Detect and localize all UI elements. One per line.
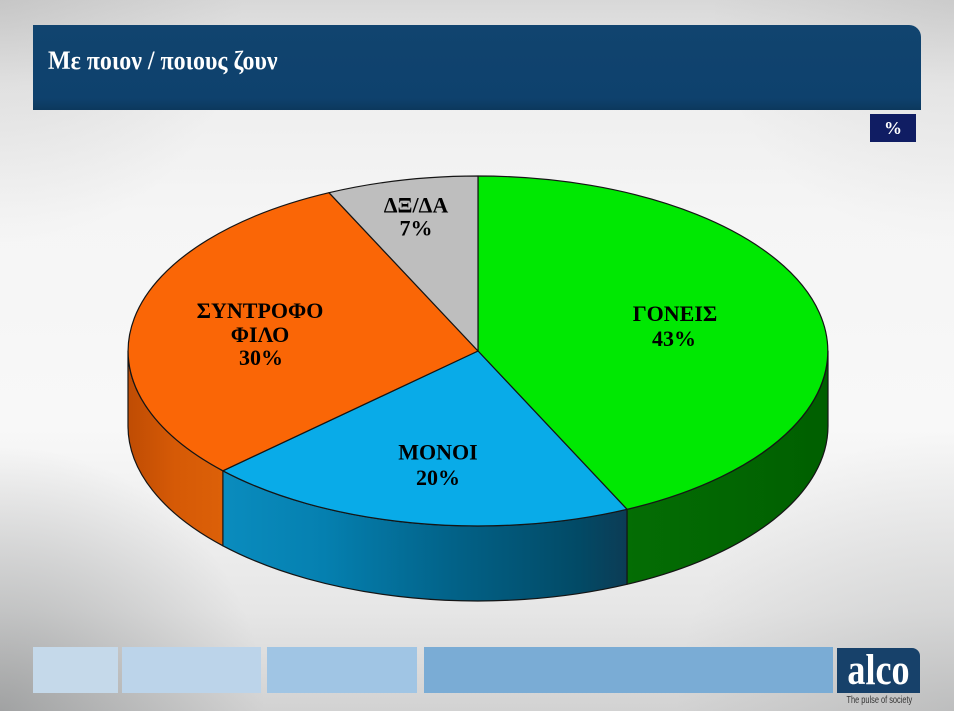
svg-text:30%: 30% <box>239 345 283 370</box>
svg-text:ΦΙΛΟ: ΦΙΛΟ <box>231 322 289 347</box>
svg-text:7%: 7% <box>400 216 433 241</box>
svg-text:ΜΟΝΟΙ: ΜΟΝΟΙ <box>398 440 477 465</box>
svg-text:ΓΟΝΕΙΣ: ΓΟΝΕΙΣ <box>633 301 718 326</box>
svg-text:ΔΞ/ΔΑ: ΔΞ/ΔΑ <box>384 193 449 218</box>
svg-text:20%: 20% <box>416 465 460 490</box>
svg-text:ΣΥΝΤΡΟΦΟ: ΣΥΝΤΡΟΦΟ <box>197 298 324 323</box>
svg-text:43%: 43% <box>652 326 696 351</box>
